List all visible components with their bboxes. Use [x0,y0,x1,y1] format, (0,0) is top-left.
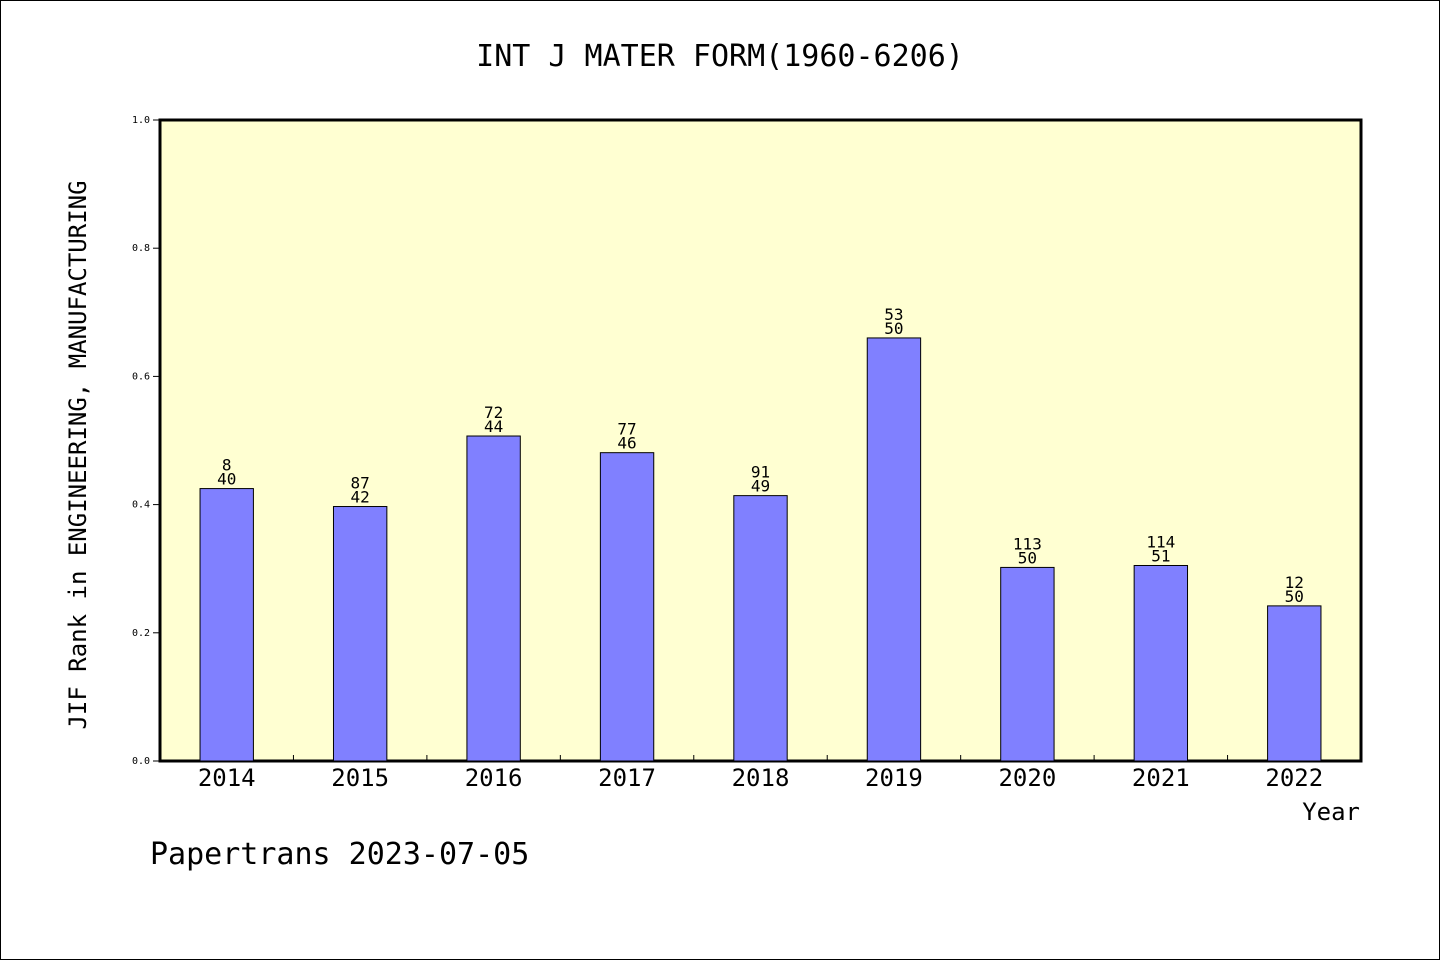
rank-label-2017: 77 [617,420,636,439]
x-tick-label-2021: 2021 [1132,764,1190,792]
rank-label-2019: 53 [884,305,903,324]
y-tick-label: 0.2 [132,628,150,639]
bar-2017 [599,452,655,762]
bar-2022 [1267,605,1322,762]
bar-2018 [733,495,788,762]
rank-label-2018: 91 [751,463,770,482]
total-label-2019: 50 [884,319,903,338]
bar-2020 [1000,566,1055,762]
bar-2015 [332,506,388,762]
rank-label-2015: 87 [351,474,370,493]
y-axis-label: JIF Rank in ENGINEERING, MANUFACTURING [64,180,92,729]
bar-2019 [866,337,922,762]
total-label-2014: 40 [217,470,236,489]
total-label-2020: 50 [1018,548,1037,567]
total-label-2017: 46 [617,434,636,453]
bar-2014 [199,488,254,762]
chart-title: INT J MATER FORM(1960-6206) [476,39,964,74]
x-tick-label-2016: 2016 [465,764,523,792]
x-tick-label-2017: 2017 [598,764,656,792]
rank-label-2020: 113 [1013,534,1042,553]
total-label-2021: 51 [1151,546,1170,565]
x-tick-label-2019: 2019 [865,764,923,792]
y-tick-label: 0.8 [132,243,150,254]
x-tick-label-2014: 2014 [198,764,256,792]
bar-2021 [1133,564,1189,762]
total-label-2018: 49 [751,477,770,496]
x-tick-label-2020: 2020 [998,764,1056,792]
x-axis-ticks: 2014 2015 2016 2017 2018 2019 2020 2021 2022 [198,755,1323,792]
bar-2016 [466,435,521,762]
total-label-2016: 44 [484,417,503,436]
watermark: Papertrans 2023-07-05 [150,837,529,872]
x-axis-label: Year [1302,798,1360,826]
y-tick-label: 1.0 [132,115,150,126]
y-tick-label: 0.6 [132,371,150,382]
x-tick-label-2015: 2015 [331,764,389,792]
y-tick-label: 0.0 [132,756,150,767]
total-label-2022: 50 [1285,587,1304,606]
rank-label-2022: 12 [1285,573,1304,592]
x-tick-label-2022: 2022 [1265,764,1323,792]
total-label-2015: 42 [351,488,370,507]
rank-label-2014: 8 [222,456,232,475]
rank-label-2021: 114 [1146,532,1175,551]
y-axis-ticks: 0.0 0.2 0.4 0.6 0.8 1.0 [132,115,160,767]
y-tick-label: 0.4 [132,500,150,511]
x-tick-label-2018: 2018 [732,764,790,792]
rank-label-2016: 72 [484,403,503,422]
